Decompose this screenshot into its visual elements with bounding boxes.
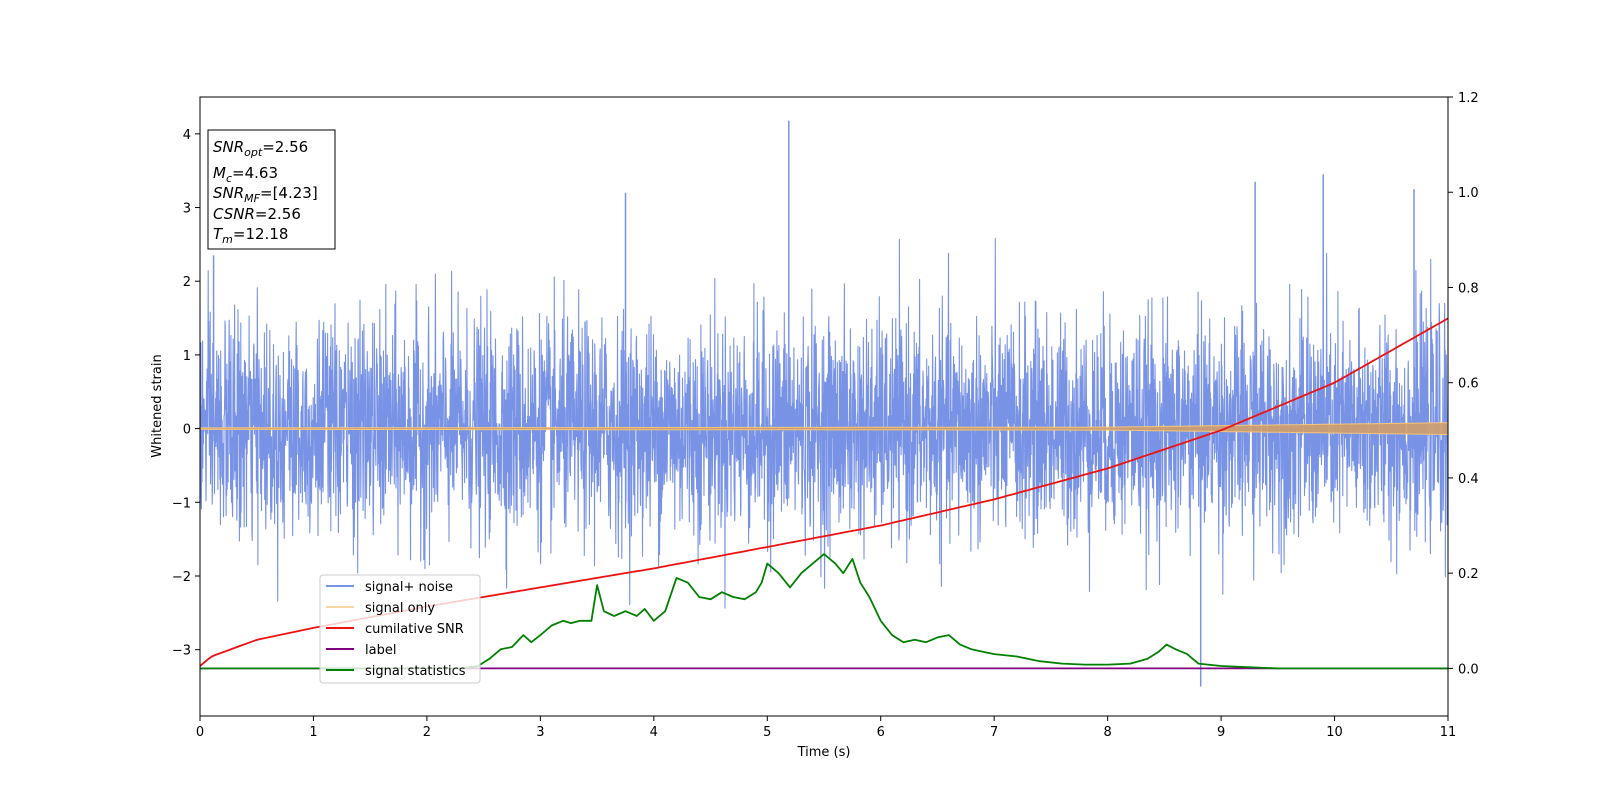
y-right-tick-label: 1.2 [1458, 91, 1479, 106]
signal-only-layer [200, 422, 1448, 435]
y-right-tick-label: 0.6 [1458, 377, 1479, 392]
info-snr-opt-sub: opt [244, 146, 263, 159]
info-snr-mf: SNRMF=[4.23] [213, 184, 318, 205]
y-right-tick-label: 0.4 [1458, 472, 1479, 487]
x-tick-label: 2 [423, 725, 431, 740]
info-mc-value: =4.63 [232, 164, 278, 182]
x-tick-label: 1 [309, 725, 317, 740]
info-tm-var: T [213, 225, 224, 243]
info-snr-opt-value: =2.56 [262, 138, 308, 156]
info-tm-value: =12.18 [233, 225, 289, 243]
info-snr-mf-sub: MF [244, 192, 260, 205]
y-axis-title: Whitened strain [150, 354, 165, 457]
plot-frame [199, 96, 1449, 717]
series-signal-noise-spikes [212, 120, 1415, 687]
info-csnr-value: =2.56 [255, 205, 301, 223]
y-right-tick-label: 0.0 [1458, 662, 1479, 677]
y-tick-label: 1 [183, 349, 191, 364]
x-tick-label: 8 [1103, 725, 1111, 740]
x-axis-title: Time (s) [797, 745, 851, 760]
x-tick-label: 4 [650, 725, 658, 740]
info-snr-opt: SNRopt=2.56 [213, 138, 308, 159]
x-tick-label: 6 [877, 725, 885, 740]
info-box-frame [207, 129, 336, 250]
x-tick-label: 11 [1440, 725, 1457, 740]
legend-label-label: label [365, 643, 396, 658]
info-snr-mf-var: SNR [213, 184, 244, 202]
info-snr-opt-var: SNR [213, 138, 244, 156]
info-csnr-var: CSNR [213, 205, 255, 223]
series-signal-statistics [200, 553, 1448, 670]
series-signal-noise [200, 237, 1448, 609]
y-tick-label: −1 [172, 496, 191, 511]
y-right-tick-label: 1.0 [1458, 186, 1479, 201]
y-tick-label: 3 [183, 202, 191, 217]
x-tick-label: 0 [196, 725, 204, 740]
info-snr-mf-value: =[4.23] [260, 184, 318, 202]
x-tick-label: 3 [536, 725, 544, 740]
legend-label-cumulative-snr: cumilative SNR [365, 622, 464, 637]
y-right-tick-label: 0.2 [1458, 567, 1479, 582]
y-tick-label: −2 [172, 570, 191, 585]
ticks-layer: 0 1 2 3 4 5 6 7 8 9 10 1143210−1−2−31.21.00.80.60.4… [172, 91, 1479, 740]
info-tm-sub: m [222, 233, 233, 246]
info-csnr: CSNR=2.56 [213, 205, 301, 223]
legend-label-signal-statistics: signal statistics [365, 664, 466, 679]
info-mc: Mc=4.63 [213, 164, 278, 185]
x-tick-label: 7 [990, 725, 998, 740]
signal-noise-layer [200, 120, 1448, 687]
y-tick-label: 4 [183, 128, 191, 143]
info-box: SNRopt=2.56 Mc=4.63 SNRMF=[4.23] CSNR=2.… [207, 129, 336, 250]
x-tick-label: 10 [1326, 725, 1343, 740]
y-tick-label: −3 [172, 644, 191, 659]
info-tm: Tm=12.18 [213, 225, 288, 246]
legend-label-signal-only: signal only [365, 601, 435, 616]
info-mc-sub: c [226, 172, 232, 185]
y-tick-label: 0 [183, 423, 191, 438]
series-signal-only [200, 422, 1448, 435]
legend: signal+ noise signal only cumilative SNR… [319, 574, 481, 684]
y-right-tick-label: 0.8 [1458, 281, 1479, 296]
y-tick-label: 2 [183, 275, 191, 290]
info-mc-var: M [213, 164, 226, 182]
legend-frame [319, 574, 481, 684]
x-tick-label: 9 [1217, 725, 1225, 740]
legend-label-signal-noise: signal+ noise [365, 580, 453, 595]
x-tick-label: 5 [763, 725, 771, 740]
